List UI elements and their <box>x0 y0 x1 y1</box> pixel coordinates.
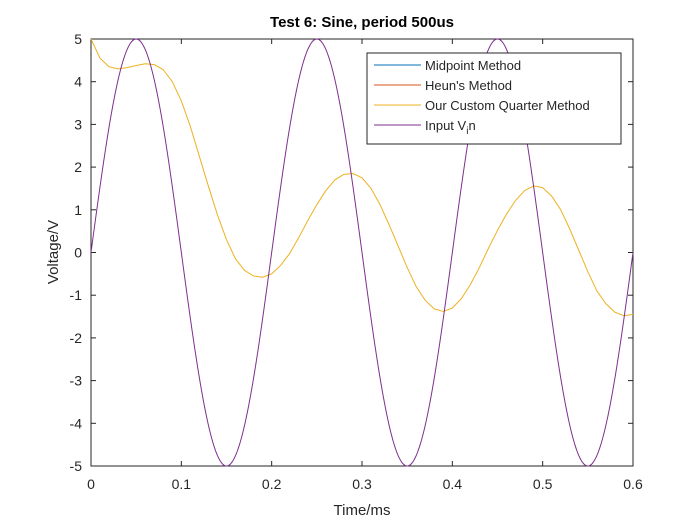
legend-label-input-main: Input V <box>425 118 467 133</box>
series-line-input-vin <box>90 38 634 467</box>
y-tick-label: 0 <box>74 245 82 261</box>
y-axis: 5 4 3 2 1 0 -1 -2 -3 -4 -5 <box>70 31 633 474</box>
legend-label-input-sub: i <box>466 126 468 137</box>
x-tick-label: 0.2 <box>262 476 282 492</box>
y-tick-label: 4 <box>74 74 82 90</box>
x-tick-label: 0.6 <box>623 476 643 492</box>
y-tick-label: 3 <box>74 116 82 132</box>
x-tick-label: 0 <box>87 476 95 492</box>
legend-label-input-suffix: n <box>468 118 475 133</box>
legend-label-custom: Our Custom Quarter Method <box>425 98 590 113</box>
legend-box <box>366 52 622 145</box>
y-tick-label: -4 <box>70 415 83 431</box>
chart-title: Test 6: Sine, period 500us <box>270 14 454 31</box>
legend-label-midpoint: Midpoint Method <box>425 58 521 73</box>
legend-label-heun: Heun's Method <box>425 78 512 93</box>
x-tick-label: 0.1 <box>172 476 192 492</box>
y-tick-label: -3 <box>70 373 83 389</box>
x-tick-label: 0.3 <box>352 476 372 492</box>
x-tick-label: 0.5 <box>533 476 553 492</box>
legend: Midpoint Method Heun's Method Our Custom… <box>366 52 622 145</box>
legend-label-input: Input Vin <box>425 118 476 137</box>
series-line-custom-quarter <box>90 38 634 317</box>
x-axis-label: Time/ms <box>334 502 391 519</box>
y-tick-label: -5 <box>70 458 83 474</box>
x-axis: 0 0.1 0.2 0.3 0.4 0.5 0.6 <box>87 39 643 492</box>
y-tick-label: -1 <box>70 287 83 303</box>
x-tick-label: 0.4 <box>443 476 463 492</box>
y-tick-label: 5 <box>74 31 82 47</box>
y-tick-label: 1 <box>74 202 82 218</box>
y-axis-label: Voltage/V <box>45 220 62 284</box>
y-tick-label: 2 <box>74 159 82 175</box>
plot-series <box>90 38 634 467</box>
y-tick-label: -2 <box>70 330 83 346</box>
